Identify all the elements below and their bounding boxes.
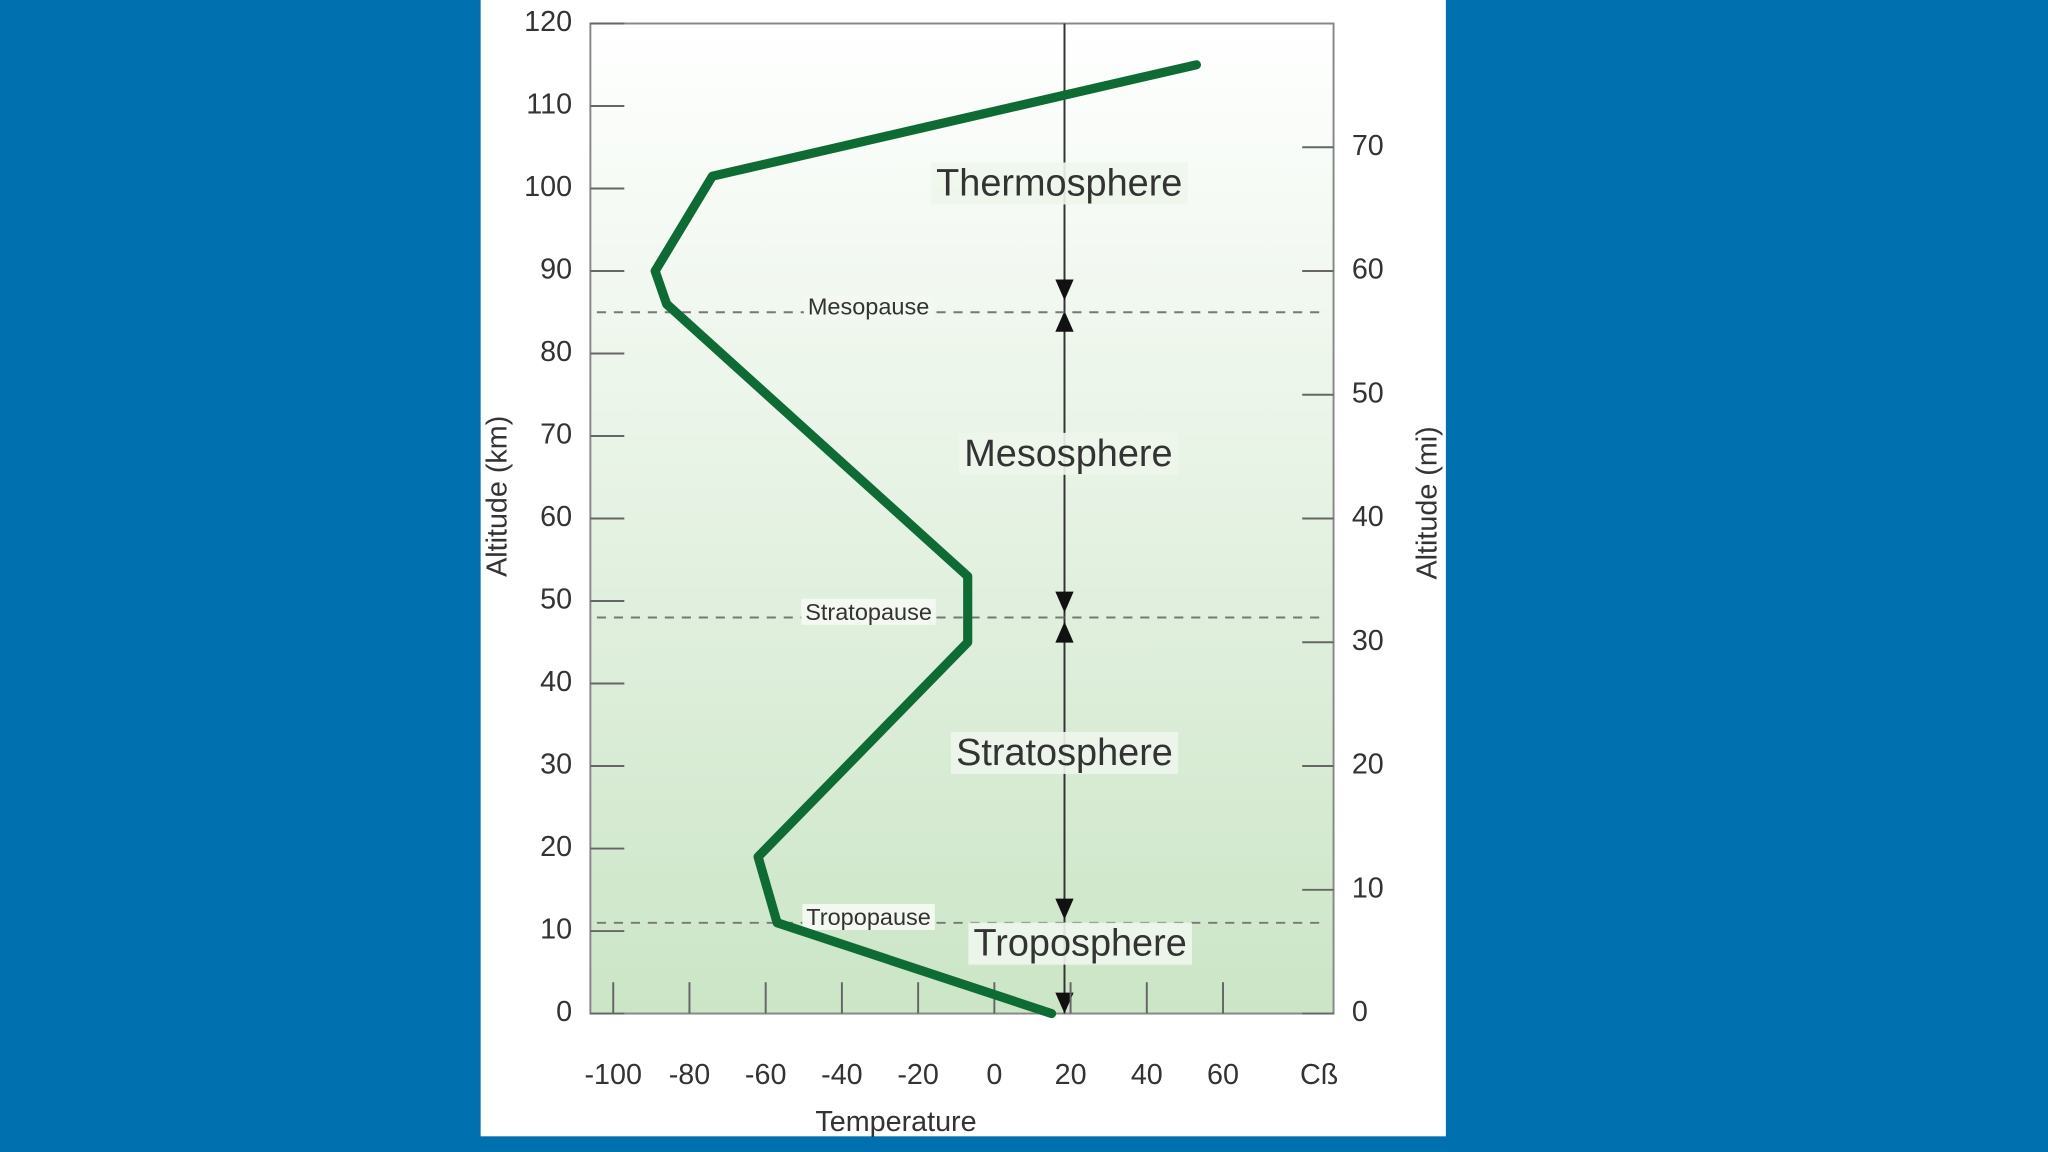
x-tick-label: -100 (584, 1059, 641, 1091)
y2-tick-label: 20 (1352, 749, 1384, 781)
pause-label-bg (803, 293, 934, 320)
x-tick-label: -80 (669, 1059, 711, 1091)
layer-label-bg (959, 432, 1178, 475)
y2-tick-label: 0 (1352, 996, 1368, 1028)
x-tick-label: -60 (745, 1059, 787, 1091)
y-tick-label: 90 (540, 254, 572, 286)
pause-label-bg (802, 904, 935, 931)
arrow (1055, 279, 1074, 301)
y-tick-label: 30 (540, 749, 572, 781)
y-tick-label: 110 (526, 89, 572, 121)
pause-label: Stratopause (805, 599, 932, 625)
arrow (1055, 310, 1074, 332)
layer-label: Mesosphere (964, 433, 1172, 475)
arrow (1055, 591, 1074, 613)
arrows (1055, 279, 1074, 1014)
arrow (1055, 898, 1074, 920)
y-tick-label: 10 (540, 914, 572, 946)
layer-label: Stratosphere (956, 732, 1173, 774)
arrow (1055, 992, 1074, 1014)
y-tick-label: 20 (540, 831, 572, 863)
y2-axis-label: Altitude (mi) (1411, 426, 1443, 579)
y-tick-label: 0 (556, 996, 572, 1028)
y-axis-label: Altitude (km) (482, 416, 514, 577)
layer-label-bg (968, 922, 1193, 965)
y2-tick-label: 70 (1352, 130, 1384, 162)
temperature-line (650, 60, 1201, 1019)
arrow (1055, 621, 1074, 643)
y2-tick-label: 10 (1352, 872, 1384, 904)
pause-label: Tropopause (806, 904, 931, 930)
x-tick-label: -20 (897, 1059, 939, 1091)
y-tick-label: 60 (540, 501, 572, 533)
x-unit: Cß (1300, 1059, 1338, 1091)
x-axis-label: Temperature (815, 1106, 976, 1138)
y2-tick-label: 40 (1352, 501, 1384, 533)
y2-tick-label: 50 (1352, 377, 1384, 409)
y-tick-label: 100 (524, 171, 572, 203)
layer-label: Troposphere (974, 923, 1187, 965)
y-tick-label: 80 (540, 336, 572, 368)
layer-label: Thermosphere (936, 162, 1182, 204)
pause-label: Mesopause (808, 294, 930, 320)
x-tick-label: -40 (821, 1059, 863, 1091)
layer-label-bg (930, 162, 1188, 205)
layer-label-bg (950, 731, 1179, 774)
x-tick-label: 20 (1055, 1059, 1087, 1091)
x-tick-label: 0 (986, 1059, 1002, 1091)
x-tick-label: 40 (1131, 1059, 1163, 1091)
y2-tick-label: 30 (1352, 625, 1384, 657)
pause-label-bg (801, 598, 936, 625)
y-tick-label: 50 (540, 584, 572, 616)
y-tick-label: 40 (540, 666, 572, 698)
y-tick-label: 70 (540, 419, 572, 451)
y-tick-label: 120 (524, 6, 572, 38)
x-tick-label: 60 (1207, 1059, 1239, 1091)
y2-tick-label: 60 (1352, 254, 1384, 286)
